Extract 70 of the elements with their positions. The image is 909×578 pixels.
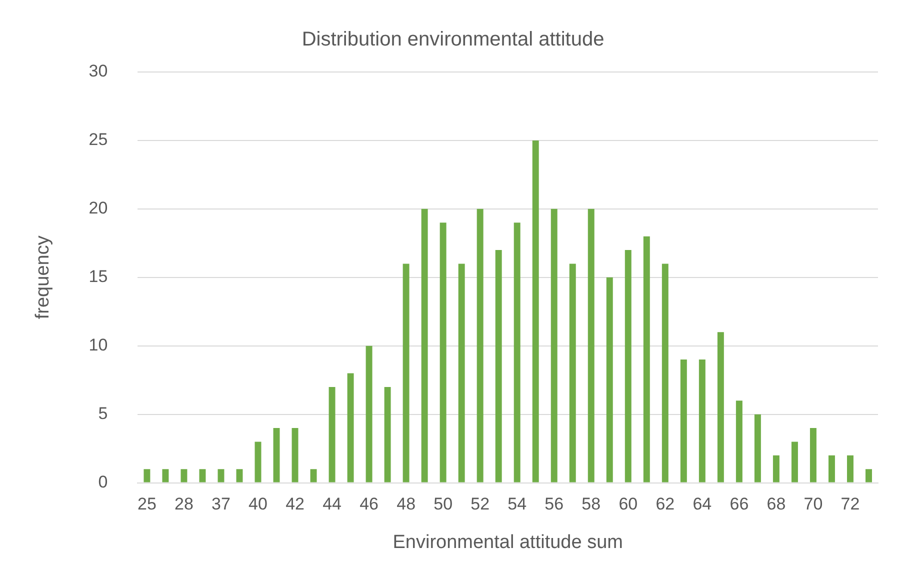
bar — [717, 332, 724, 482]
x-tick-label: 37 — [212, 494, 230, 514]
bar — [588, 208, 594, 482]
bar — [310, 469, 317, 482]
bar — [476, 208, 484, 482]
y-axis-title: frequency — [32, 235, 54, 320]
bar — [550, 208, 558, 482]
x-tick-label: 52 — [470, 494, 490, 514]
bar — [366, 346, 372, 482]
bar — [662, 264, 668, 482]
x-tick-label: 60 — [618, 494, 638, 514]
x-tick-label: 50 — [434, 494, 453, 514]
bar — [847, 455, 854, 482]
y-tick-label: 0 — [98, 472, 108, 492]
y-tick-label: 15 — [88, 267, 108, 286]
x-tick-label: 70 — [804, 494, 823, 514]
bar — [292, 428, 298, 482]
x-axis-title: Environmental attitude sum — [392, 532, 623, 553]
bar — [218, 469, 224, 482]
x-tick-label: 62 — [656, 494, 675, 514]
bar — [754, 414, 761, 482]
bar — [162, 469, 169, 482]
x-tick-label: 28 — [174, 494, 194, 514]
bar — [624, 250, 632, 482]
x-tick-label: 72 — [840, 494, 860, 514]
bar — [772, 455, 780, 482]
bar — [828, 455, 835, 482]
x-tick-label: 42 — [286, 494, 304, 514]
chart-title: Distribution environmental attitude — [302, 28, 604, 51]
bar — [680, 360, 687, 482]
bar — [440, 222, 446, 482]
x-tick-label: 66 — [730, 494, 749, 514]
x-tick-label: 44 — [322, 494, 342, 514]
bar — [698, 360, 706, 482]
x-tick-label: 68 — [766, 494, 786, 514]
y-tick-label: 10 — [88, 336, 108, 355]
bar — [254, 442, 262, 482]
x-tick-label: 25 — [138, 494, 156, 514]
x-tick-label: 56 — [544, 494, 564, 514]
bar — [495, 250, 502, 482]
bar — [273, 428, 280, 482]
bar — [402, 264, 410, 482]
bar — [643, 236, 650, 482]
bar — [736, 400, 742, 482]
y-tick-label: 30 — [88, 62, 108, 81]
bar — [791, 442, 798, 482]
bar — [514, 222, 520, 482]
x-tick-label: 40 — [248, 494, 268, 514]
x-tick-label: 46 — [360, 494, 379, 514]
bar — [866, 469, 872, 482]
y-tick-label: 25 — [88, 130, 108, 150]
y-tick-label: 20 — [88, 198, 108, 218]
bar — [384, 386, 391, 482]
y-tick-label: 5 — [98, 404, 108, 424]
bar — [606, 277, 613, 482]
bar — [180, 469, 188, 482]
bar — [532, 140, 539, 482]
bar — [144, 469, 150, 482]
bar — [421, 208, 428, 482]
bar — [458, 264, 465, 482]
x-tick-label: 48 — [396, 494, 416, 514]
x-tick-label: 58 — [582, 494, 601, 514]
x-tick-label: 64 — [692, 494, 712, 514]
bar — [236, 469, 243, 482]
x-tick-label: 54 — [508, 494, 527, 514]
bar — [569, 264, 576, 482]
bar — [199, 469, 206, 482]
bar — [328, 386, 336, 482]
bar — [810, 428, 816, 482]
bar — [347, 373, 354, 482]
